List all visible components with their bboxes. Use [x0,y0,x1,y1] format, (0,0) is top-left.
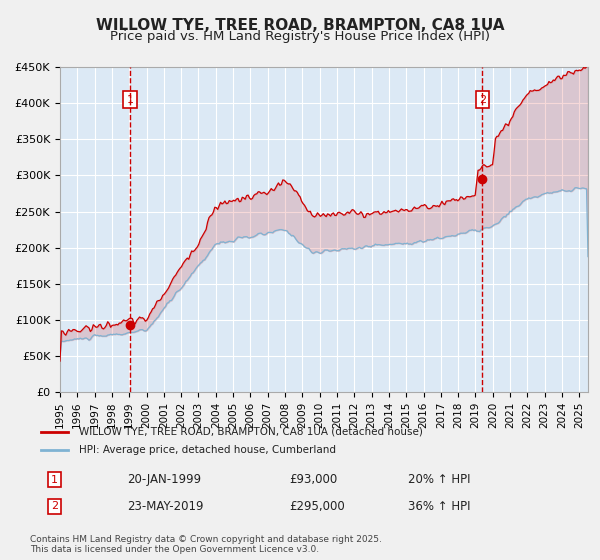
Text: £93,000: £93,000 [289,473,337,486]
Text: 2: 2 [479,95,486,105]
Text: £295,000: £295,000 [289,500,345,513]
Text: 23-MAY-2019: 23-MAY-2019 [127,500,204,513]
Text: 20-JAN-1999: 20-JAN-1999 [127,473,202,486]
Text: 1: 1 [127,95,134,105]
Text: 36% ↑ HPI: 36% ↑ HPI [408,500,470,513]
Text: 20% ↑ HPI: 20% ↑ HPI [408,473,470,486]
Text: WILLOW TYE, TREE ROAD, BRAMPTON, CA8 1UA (detached house): WILLOW TYE, TREE ROAD, BRAMPTON, CA8 1UA… [79,427,422,437]
Text: HPI: Average price, detached house, Cumberland: HPI: Average price, detached house, Cumb… [79,445,335,455]
Text: Price paid vs. HM Land Registry's House Price Index (HPI): Price paid vs. HM Land Registry's House … [110,30,490,43]
Text: WILLOW TYE, TREE ROAD, BRAMPTON, CA8 1UA: WILLOW TYE, TREE ROAD, BRAMPTON, CA8 1UA [96,18,504,32]
Text: 1: 1 [51,475,58,485]
Text: 2: 2 [51,501,58,511]
Text: Contains HM Land Registry data © Crown copyright and database right 2025.
This d: Contains HM Land Registry data © Crown c… [30,535,382,554]
